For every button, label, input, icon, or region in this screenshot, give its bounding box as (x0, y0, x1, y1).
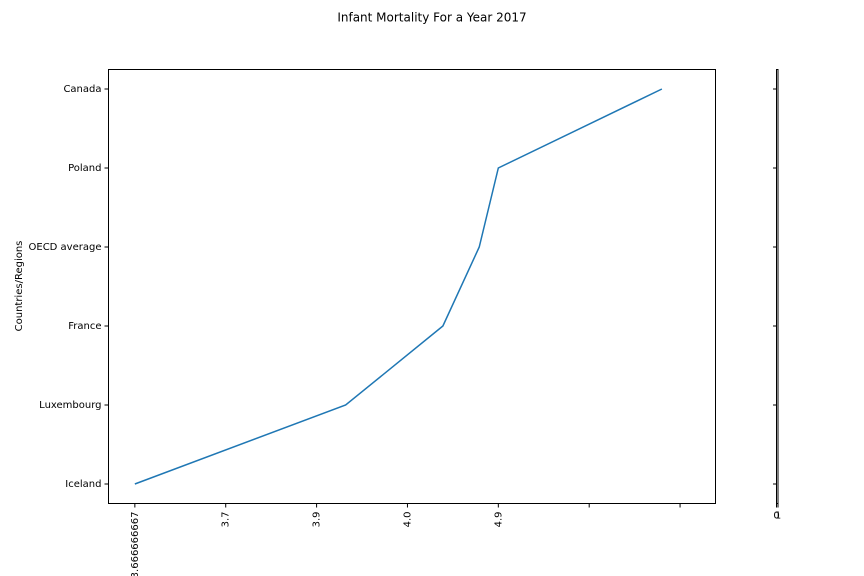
side-x-tick-label: 0 (773, 511, 779, 522)
y-tick-label: Iceland (65, 479, 101, 490)
y-axis-label: Countries/Regions (14, 241, 25, 332)
x-tick-label: 3.9 (312, 512, 323, 528)
y-tick-label: Poland (68, 163, 101, 174)
y-tick-label: OECD average (29, 242, 102, 253)
data-line (134, 88, 663, 485)
x-tick-label: 3.7 (221, 512, 232, 528)
chart-title: Infant Mortality For a Year 2017 (337, 11, 526, 25)
x-tick-label: 4.9 (493, 511, 504, 527)
side-axis-frame (776, 69, 779, 504)
y-tick-label: France (68, 321, 101, 332)
x-tick-label: 4.0 (402, 512, 413, 528)
y-tick-label: Canada (63, 84, 101, 95)
y-tick-label: Luxembourg (39, 400, 101, 411)
x-tick-label: 3.666666667 (130, 512, 141, 576)
plot-frame (108, 69, 716, 504)
side-x-tick-label: 1 (775, 511, 781, 522)
